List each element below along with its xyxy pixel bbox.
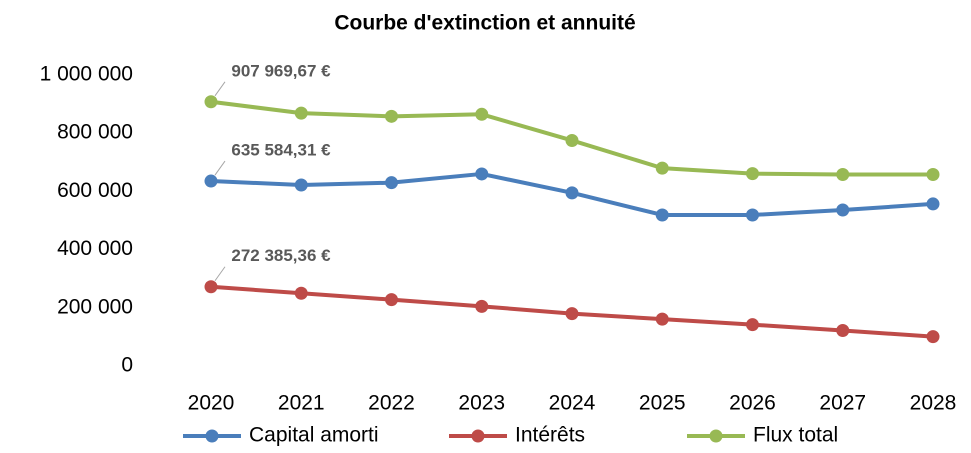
leader-line — [214, 266, 226, 282]
data-point — [655, 312, 669, 326]
y-tick-label: 0 — [121, 354, 133, 377]
data-point — [204, 174, 218, 188]
data-point — [926, 168, 940, 182]
y-tick-label: 1 000 000 — [40, 63, 133, 86]
data-point — [836, 168, 850, 182]
x-tick-label: 2024 — [549, 392, 596, 415]
data-point — [294, 178, 308, 192]
data-point — [385, 293, 398, 307]
legend-marker — [471, 429, 485, 443]
data-point — [836, 203, 850, 217]
x-tick-label: 2027 — [819, 392, 866, 415]
data-point — [746, 167, 759, 181]
x-tick-label: 2020 — [188, 392, 235, 415]
data-label: 272 385,36 € — [231, 246, 331, 265]
legend-marker — [709, 429, 723, 443]
y-tick-label: 200 000 — [57, 295, 133, 318]
legend-marker — [205, 429, 219, 443]
data-point — [294, 286, 308, 300]
x-tick-label: 2026 — [729, 392, 776, 415]
data-point — [746, 318, 759, 332]
data-point — [836, 323, 850, 337]
x-tick-label: 2023 — [458, 392, 505, 415]
x-tick-label: 2025 — [639, 392, 686, 415]
legend-label: Capital amorti — [249, 424, 379, 447]
data-point — [204, 280, 218, 294]
data-point — [655, 161, 669, 175]
x-tick-label: 2021 — [278, 392, 325, 415]
legend-label: Intérêts — [515, 424, 585, 447]
data-point — [294, 106, 308, 120]
data-point — [926, 330, 940, 344]
data-point — [926, 197, 940, 211]
data-point — [655, 208, 669, 222]
data-point — [475, 299, 489, 313]
x-tick-label: 2028 — [910, 392, 957, 415]
data-point — [204, 95, 218, 109]
y-tick-label: 600 000 — [57, 179, 133, 202]
x-tick-label: 2022 — [368, 392, 415, 415]
chart-title: Courbe d'extinction et annuité — [334, 12, 635, 35]
y-tick-label: 800 000 — [57, 121, 133, 144]
data-point — [475, 107, 489, 121]
y-tick-label: 400 000 — [57, 237, 133, 260]
data-point — [746, 208, 759, 222]
data-label: 635 584,31 € — [231, 141, 331, 160]
data-point — [385, 109, 398, 123]
data-point — [385, 176, 398, 190]
data-point — [565, 186, 579, 200]
leader-line — [214, 81, 226, 97]
leader-line — [214, 160, 226, 176]
data-point — [565, 307, 579, 321]
data-point — [565, 133, 579, 147]
data-label: 907 969,67 € — [231, 61, 331, 80]
legend-label: Flux total — [753, 424, 838, 447]
data-point — [475, 167, 489, 181]
